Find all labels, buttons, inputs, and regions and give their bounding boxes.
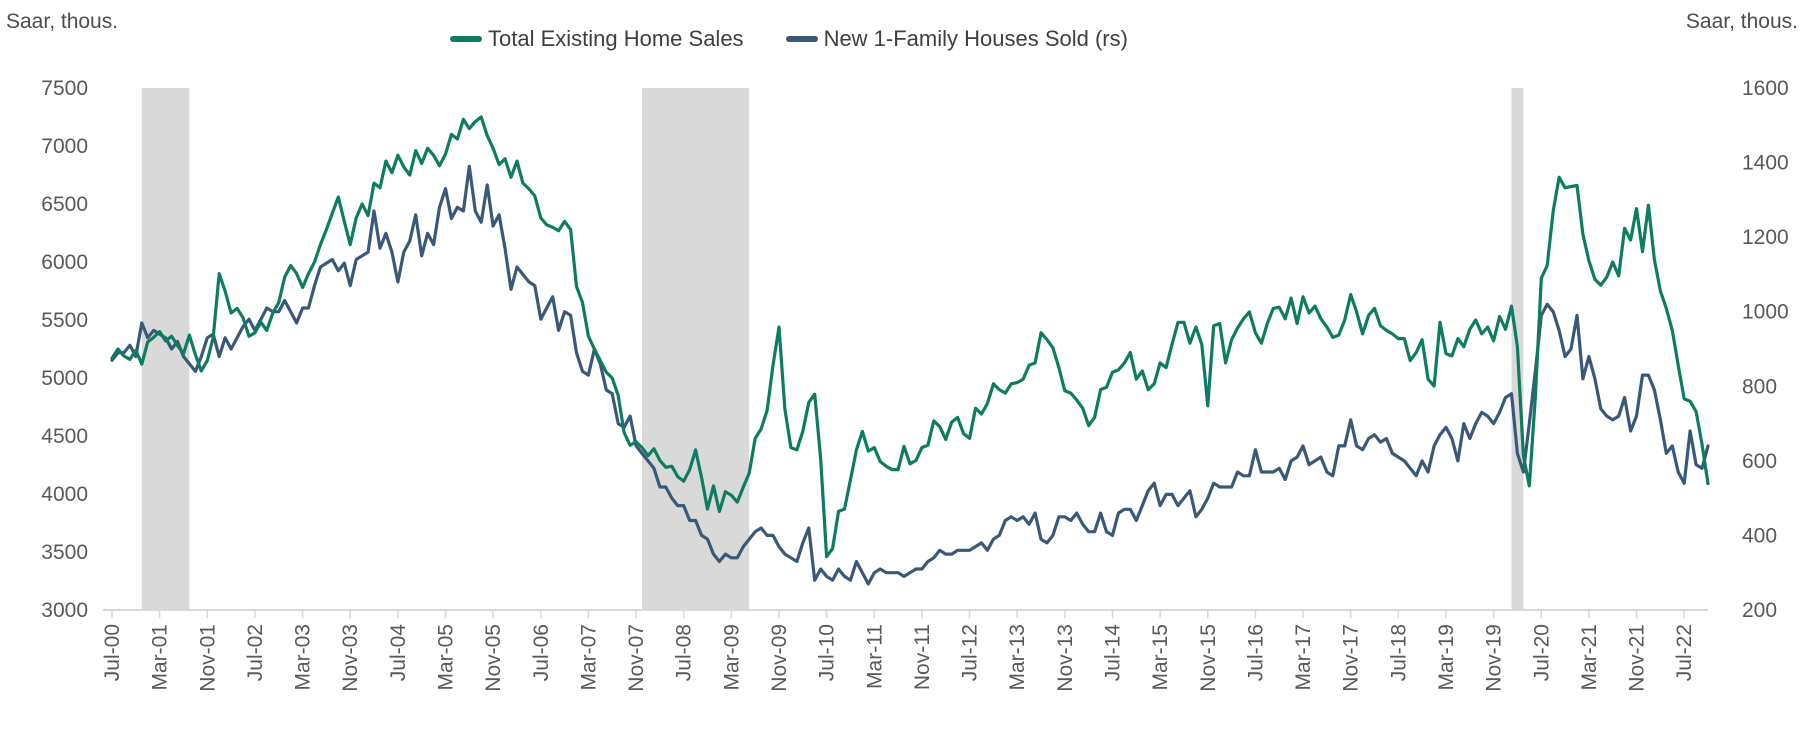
svg-text:1600: 1600 bbox=[1742, 77, 1789, 100]
svg-text:Nov-15: Nov-15 bbox=[1197, 624, 1220, 692]
svg-text:Jul-20: Jul-20 bbox=[1530, 624, 1553, 681]
svg-text:Nov-21: Nov-21 bbox=[1626, 624, 1649, 692]
svg-text:Jul-18: Jul-18 bbox=[1387, 624, 1410, 681]
svg-text:Jul-08: Jul-08 bbox=[673, 624, 696, 681]
legend-marker-new bbox=[785, 36, 818, 42]
svg-text:Mar-19: Mar-19 bbox=[1435, 624, 1458, 691]
svg-text:Nov-19: Nov-19 bbox=[1483, 624, 1506, 692]
left-axis-title: Saar, thous. bbox=[6, 10, 119, 33]
svg-text:Nov-09: Nov-09 bbox=[768, 624, 791, 692]
svg-text:5500: 5500 bbox=[41, 309, 88, 332]
svg-text:6000: 6000 bbox=[41, 251, 88, 274]
legend-item-new-houses-sold: New 1-Family Houses Sold (rs) bbox=[785, 26, 1128, 52]
svg-text:Mar-09: Mar-09 bbox=[720, 624, 743, 691]
svg-text:Nov-07: Nov-07 bbox=[625, 624, 648, 692]
svg-text:Mar-17: Mar-17 bbox=[1292, 624, 1315, 691]
svg-text:Nov-17: Nov-17 bbox=[1340, 624, 1363, 692]
legend-marker-existing bbox=[450, 36, 482, 42]
svg-text:Mar-15: Mar-15 bbox=[1149, 624, 1172, 691]
legend: Total Existing Home Sales New 1-Family H… bbox=[450, 26, 1128, 52]
svg-text:4000: 4000 bbox=[41, 483, 88, 506]
svg-text:4500: 4500 bbox=[41, 425, 88, 448]
svg-text:Jul-22: Jul-22 bbox=[1673, 624, 1696, 681]
svg-text:Mar-03: Mar-03 bbox=[292, 624, 315, 691]
svg-text:200: 200 bbox=[1742, 599, 1777, 622]
svg-text:Nov-01: Nov-01 bbox=[196, 624, 219, 692]
svg-text:800: 800 bbox=[1742, 375, 1777, 398]
svg-text:Jul-16: Jul-16 bbox=[1244, 624, 1267, 681]
svg-text:3000: 3000 bbox=[41, 599, 88, 622]
svg-text:Jul-00: Jul-00 bbox=[101, 624, 124, 681]
svg-text:Jul-14: Jul-14 bbox=[1101, 624, 1124, 682]
svg-text:600: 600 bbox=[1742, 450, 1777, 473]
svg-text:Jul-04: Jul-04 bbox=[387, 624, 410, 682]
svg-text:6500: 6500 bbox=[41, 193, 88, 216]
svg-text:Nov-11: Nov-11 bbox=[911, 624, 934, 690]
svg-text:Jul-02: Jul-02 bbox=[244, 624, 267, 681]
svg-text:Mar-13: Mar-13 bbox=[1006, 624, 1029, 691]
legend-label-existing: Total Existing Home Sales bbox=[488, 26, 744, 51]
svg-text:Nov-05: Nov-05 bbox=[482, 624, 505, 692]
svg-text:7000: 7000 bbox=[41, 135, 88, 158]
svg-text:Jul-10: Jul-10 bbox=[816, 624, 839, 681]
svg-text:Mar-21: Mar-21 bbox=[1578, 624, 1601, 691]
svg-text:Nov-03: Nov-03 bbox=[339, 624, 362, 692]
svg-text:1400: 1400 bbox=[1742, 152, 1789, 175]
svg-text:3500: 3500 bbox=[41, 541, 88, 564]
svg-text:Mar-05: Mar-05 bbox=[434, 624, 457, 691]
svg-text:Mar-01: Mar-01 bbox=[149, 624, 172, 691]
svg-text:7500: 7500 bbox=[41, 77, 88, 100]
svg-text:Nov-13: Nov-13 bbox=[1054, 624, 1077, 692]
svg-text:400: 400 bbox=[1742, 524, 1777, 547]
svg-text:1200: 1200 bbox=[1742, 226, 1789, 249]
right-axis-title: Saar, thous. bbox=[1685, 10, 1798, 33]
svg-text:Jul-06: Jul-06 bbox=[530, 624, 553, 681]
svg-text:Mar-11: Mar-11 bbox=[863, 624, 886, 689]
svg-text:1000: 1000 bbox=[1742, 301, 1789, 324]
svg-text:5000: 5000 bbox=[41, 367, 88, 390]
svg-text:Jul-12: Jul-12 bbox=[959, 624, 982, 681]
legend-label-new: New 1-Family Houses Sold (rs) bbox=[823, 26, 1128, 51]
svg-text:Mar-07: Mar-07 bbox=[577, 624, 600, 691]
legend-item-existing-home-sales: Total Existing Home Sales bbox=[450, 26, 744, 52]
